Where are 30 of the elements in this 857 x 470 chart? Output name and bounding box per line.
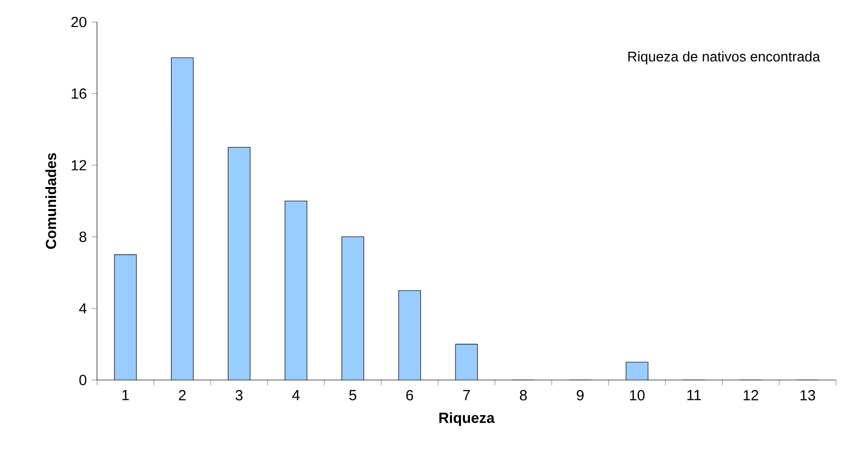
x-tick-label: 2: [178, 390, 186, 400]
y-tick-label: 0: [79, 374, 86, 386]
bar: [626, 362, 648, 380]
x-tick-label: 6: [406, 390, 414, 400]
y-tick-label: 12: [72, 160, 86, 170]
x-tick-label: 11: [687, 390, 701, 400]
bar: [398, 290, 421, 380]
bar: [284, 200, 307, 380]
y-tick-label: 8: [79, 232, 86, 242]
x-tick-label: 7: [463, 390, 470, 400]
x-tick-label: 4: [292, 390, 300, 400]
bar: [456, 344, 478, 380]
y-tick-label: 16: [72, 88, 86, 99]
x-tick-label: 1: [122, 390, 129, 400]
bar: [114, 254, 136, 380]
bar: [228, 147, 250, 380]
x-tick-label: 13: [800, 390, 816, 400]
x-axis-title: Riqueza: [439, 412, 495, 426]
x-tick-label: 3: [236, 390, 243, 400]
x-tick-label: 12: [744, 390, 758, 400]
y-tick-label: 4: [79, 303, 87, 314]
x-tick-label: 10: [630, 390, 645, 400]
bar: [342, 236, 364, 380]
y-axis-title: Comunidades: [45, 153, 56, 249]
bar: [171, 58, 194, 380]
y-tick-label: 20: [71, 16, 86, 28]
x-tick-label: 9: [576, 390, 584, 400]
x-tick-label: 5: [349, 390, 356, 400]
x-tick-label: 8: [520, 390, 527, 400]
annotation: Riqueza de nativos encontrada: [628, 51, 820, 64]
